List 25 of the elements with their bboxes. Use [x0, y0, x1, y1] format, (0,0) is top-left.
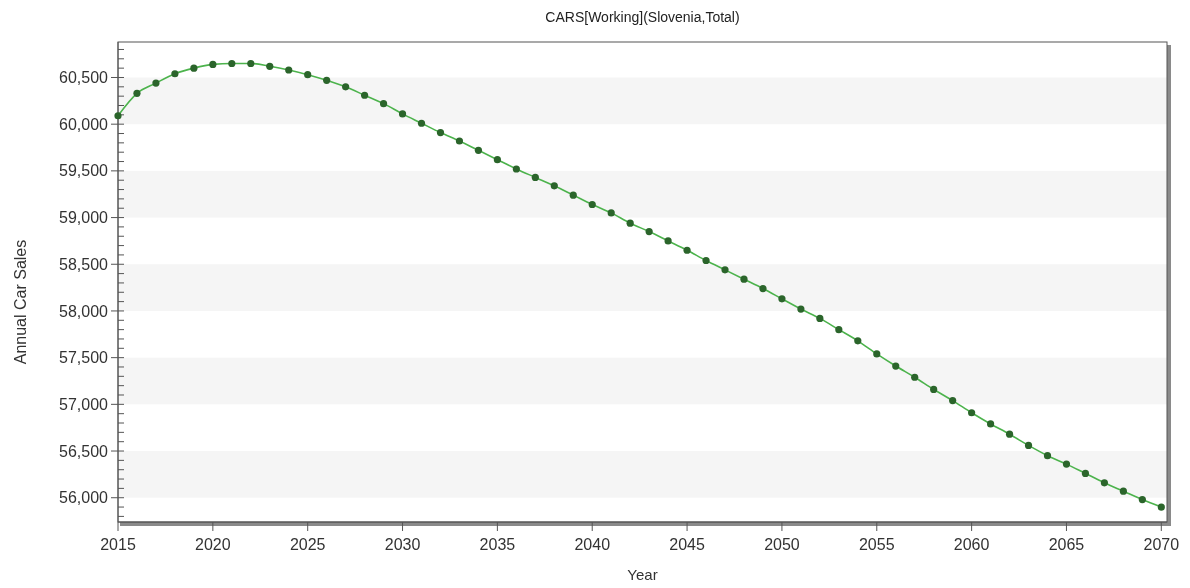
x-tick-label: 2060: [953, 536, 990, 553]
y-tick-label: 57,000: [59, 395, 109, 413]
chart-title: CARS[Working](Slovenia,Total): [545, 9, 740, 25]
y-tick-label: 59,500: [59, 162, 109, 180]
x-tick-label: 2020: [195, 536, 231, 553]
y-tick-label: 56,500: [59, 442, 109, 460]
x-tick-label: 2050: [764, 536, 800, 553]
x-tick-label: 2035: [479, 536, 516, 553]
y-tick-label: 58,500: [59, 255, 109, 273]
x-axis-title: Year: [627, 566, 658, 583]
x-tick-label: 2040: [574, 536, 611, 553]
x-tick-label: 2055: [858, 536, 895, 553]
x-tick-label: 2030: [384, 536, 421, 553]
y-tick-label: 56,000: [59, 489, 109, 507]
x-tick-label: 2025: [289, 536, 326, 553]
y-axis-title: Annual Car Sales: [12, 239, 29, 365]
y-tick-label: 60,500: [59, 69, 109, 87]
x-tick-label: 2065: [1048, 536, 1085, 553]
x-tick-label: 2045: [669, 536, 705, 553]
y-tick-label: 58,000: [59, 302, 109, 320]
y-tick-label: 60,000: [59, 115, 109, 133]
x-tick-label: 2070: [1143, 536, 1180, 553]
y-tick-label: 57,500: [59, 349, 109, 367]
y-tick-label: 59,000: [59, 209, 109, 227]
x-tick-label: 2015: [100, 536, 136, 553]
